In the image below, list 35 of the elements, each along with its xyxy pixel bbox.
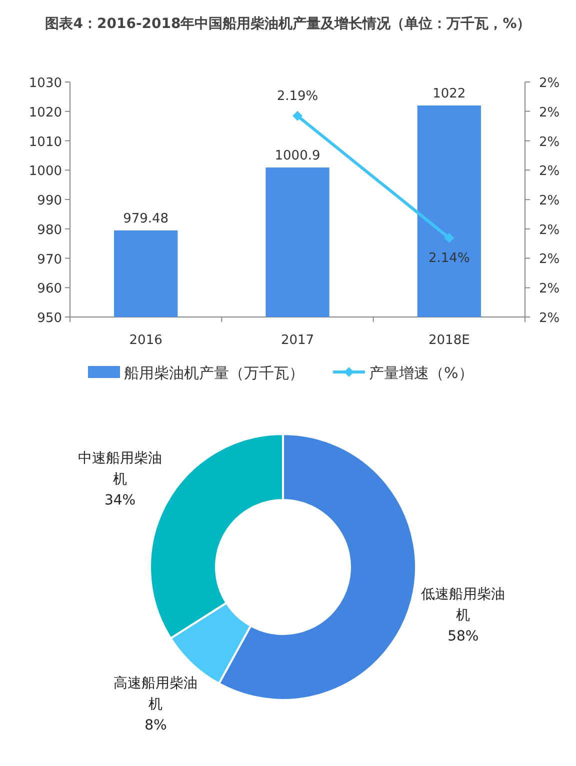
y-tick-label: 970 — [37, 252, 62, 268]
y-tick-label: 950 — [37, 311, 62, 326]
y-tick-label: 990 — [37, 194, 62, 208]
legend-label: 产量增速（%） — [369, 364, 474, 382]
y2-tick-label: 2% — [539, 105, 560, 120]
legend-label: 船用柴油机产量（万千瓦） — [124, 364, 304, 382]
data-label: 1022 — [432, 86, 466, 102]
data-label: 1000.9 — [274, 148, 320, 164]
data-label: 2.19% — [276, 88, 318, 104]
y2-tick-label: 2% — [539, 164, 560, 180]
y-tick-label: 1000 — [28, 164, 62, 180]
y-tick-label: 1030 — [28, 76, 62, 91]
chart-title: 图表4：2016-2018年中国船用柴油机产量及增长情况（单位：万千瓦，%） — [45, 15, 531, 32]
y2-tick-label: 2% — [539, 222, 560, 238]
y2-tick-label: 2% — [539, 252, 560, 268]
x-tick-label: 2016 — [129, 333, 162, 348]
y2-tick-label: 2% — [539, 311, 560, 326]
x-tick-label: 2018E — [428, 333, 470, 348]
data-label: 58% — [448, 628, 479, 644]
data-label: 8% — [144, 718, 167, 734]
data-label: 34% — [104, 492, 136, 508]
data-label: 979.48 — [123, 211, 169, 226]
x-tick-label: 2017 — [280, 333, 314, 348]
y2-tick-label: 2% — [539, 194, 560, 209]
slice-label: 高速船用柴油机 — [114, 676, 198, 713]
y-tick-label: 960 — [37, 282, 62, 297]
slice-label: 中速船用柴油机 — [78, 450, 162, 488]
y-tick-label: 1010 — [28, 134, 62, 150]
y2-tick-label: 2% — [539, 282, 560, 297]
y2-tick-label: 2% — [539, 76, 560, 91]
y-tick-label: 1020 — [28, 105, 62, 120]
y-tick-label: 980 — [37, 222, 62, 238]
data-label: 2.14% — [428, 250, 470, 266]
slice-label: 低速船用柴油机 — [421, 586, 506, 624]
y2-tick-label: 2% — [539, 134, 560, 150]
